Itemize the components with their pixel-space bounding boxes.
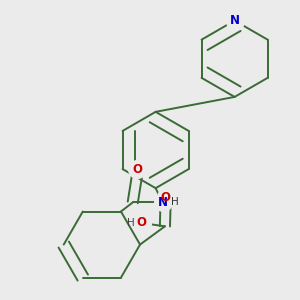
Text: N: N: [230, 14, 240, 27]
Text: H: H: [171, 197, 179, 207]
Text: N: N: [158, 196, 168, 209]
Text: O: O: [137, 217, 147, 230]
Text: O: O: [132, 163, 142, 176]
Text: O: O: [160, 191, 171, 204]
Text: H: H: [127, 218, 135, 228]
